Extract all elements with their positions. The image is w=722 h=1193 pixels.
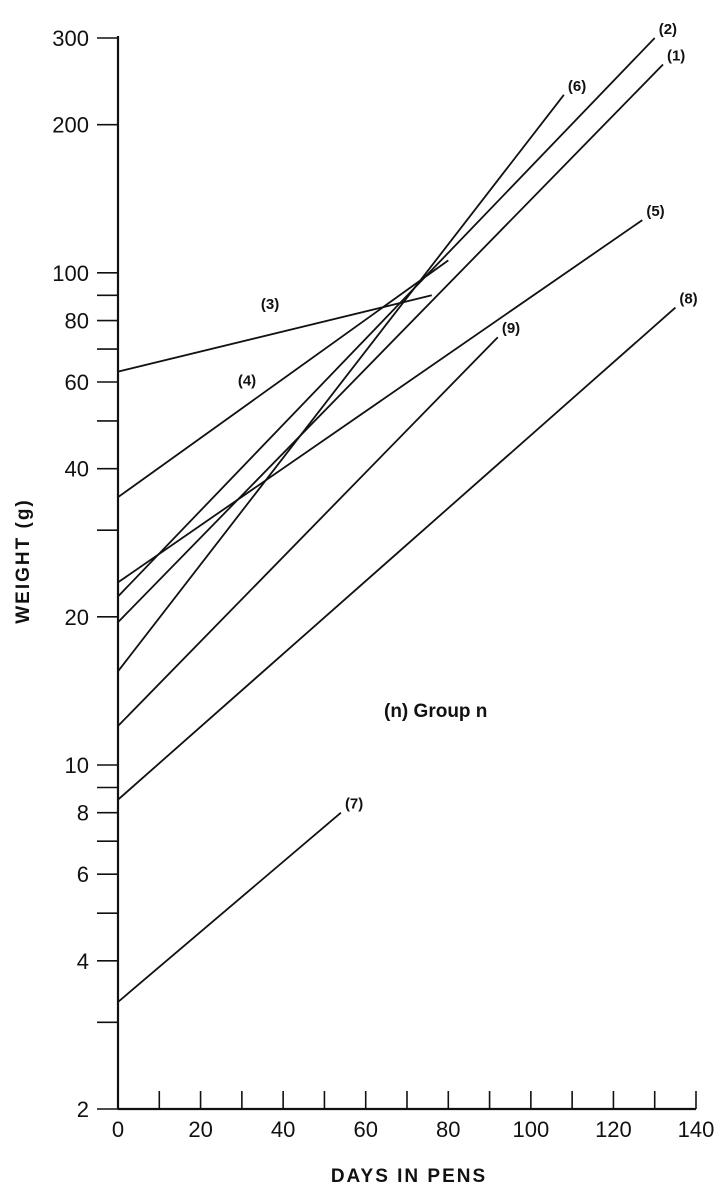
y-tick-label: 200 <box>52 113 89 138</box>
series-label-1: (1) <box>667 48 685 65</box>
series-line-8 <box>117 306 676 801</box>
x-tick-label: 100 <box>512 1117 549 1142</box>
series-line-1 <box>117 63 664 623</box>
series-label-8: (8) <box>679 291 697 308</box>
series-label-2: (2) <box>659 21 677 38</box>
y-tick-label: 100 <box>52 261 89 286</box>
y-tick-label: 300 <box>52 26 89 51</box>
y-tick-label: 2 <box>77 1097 89 1122</box>
x-tick-label: 80 <box>436 1117 460 1142</box>
y-tick-label: 6 <box>77 862 89 887</box>
x-axis-ticks: 0 20 40 60 80 100 120 140 <box>112 1091 714 1142</box>
y-axis-ticks: 2 4 6 8 10 20 40 60 80 100 200 300 <box>52 26 118 1122</box>
series-line-6 <box>117 94 565 672</box>
legend-text: (n) Group n <box>384 701 487 722</box>
series-line-9 <box>117 336 499 727</box>
x-tick-label: 40 <box>271 1117 295 1142</box>
series-label-9: (9) <box>502 320 520 337</box>
series-line-3 <box>117 294 433 373</box>
y-tick-label: 10 <box>65 753 89 778</box>
x-tick-label: 0 <box>112 1117 124 1142</box>
x-tick-label: 60 <box>353 1117 377 1142</box>
series-line-2 <box>117 37 656 598</box>
series-line-5 <box>117 219 643 584</box>
x-tick-label: 20 <box>188 1117 212 1142</box>
y-tick-label: 80 <box>65 309 89 334</box>
series-label-7: (7) <box>345 796 363 813</box>
y-axis-title: WEIGHT (g) <box>13 498 34 624</box>
y-tick-label: 4 <box>77 949 89 974</box>
y-tick-label: 40 <box>65 457 89 482</box>
series-labels: (1) (2) (3) (4) (5) (6) (7) (8) (9) <box>238 21 698 813</box>
y-tick-label: 60 <box>65 370 89 395</box>
series-line-4 <box>117 259 449 498</box>
axes <box>116 36 696 1111</box>
series-label-3: (3) <box>261 296 279 313</box>
y-tick-label: 8 <box>77 801 89 826</box>
series-label-6: (6) <box>568 78 586 95</box>
x-axis-title: DAYS IN PENS <box>331 1166 487 1187</box>
y-tick-label: 20 <box>65 605 89 630</box>
x-tick-label: 120 <box>595 1117 632 1142</box>
x-tick-label: 140 <box>678 1117 715 1142</box>
series-label-4: (4) <box>238 372 256 389</box>
series-line-7 <box>117 812 342 1003</box>
series-lines <box>117 37 676 1003</box>
series-label-5: (5) <box>646 203 664 220</box>
